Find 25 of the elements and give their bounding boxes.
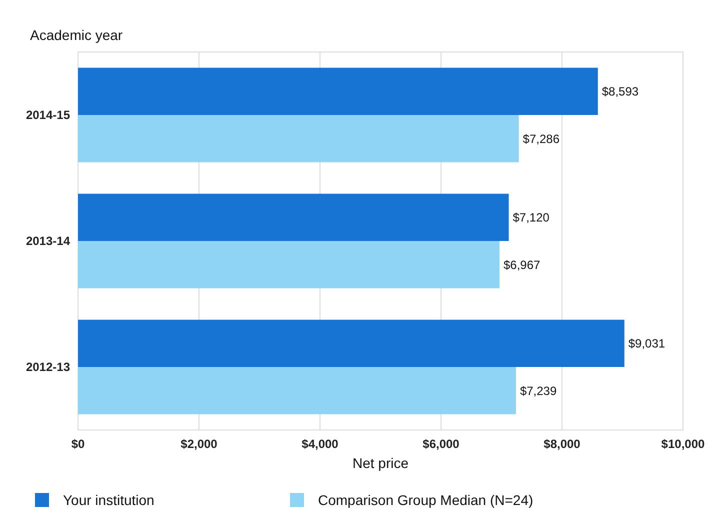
bar: [78, 68, 598, 115]
y-axis-title: Academic year: [30, 27, 123, 43]
x-tick-label: $6,000: [422, 437, 460, 451]
bar: [78, 320, 624, 367]
y-tick-label: 2012-13: [26, 360, 70, 374]
data-label: $7,120: [512, 210, 550, 225]
data-label: $7,239: [520, 384, 557, 398]
data-label: $6,967: [504, 258, 541, 272]
legend-label: Comparison Group Median (N=24): [318, 492, 534, 508]
x-tick-label: $10,000: [661, 437, 706, 451]
bar: [78, 367, 516, 414]
data-label: $9,031: [628, 336, 666, 351]
legend-label: Your institution: [63, 492, 154, 508]
data-label: $8,593: [602, 84, 639, 99]
data-label: $7,286: [522, 132, 560, 146]
bar: [78, 115, 519, 162]
bar: [78, 194, 509, 241]
x-tick-label: $8,000: [544, 437, 581, 451]
x-tick-label: $2,000: [180, 437, 218, 451]
bar: [78, 241, 500, 288]
x-axis-title: Net price: [352, 455, 409, 471]
y-tick-label: 2014-15: [26, 108, 70, 122]
x-tick-label: $4,000: [302, 437, 339, 451]
y-tick-label: 2013-14: [26, 234, 70, 248]
x-tick-label: $0: [71, 437, 85, 451]
